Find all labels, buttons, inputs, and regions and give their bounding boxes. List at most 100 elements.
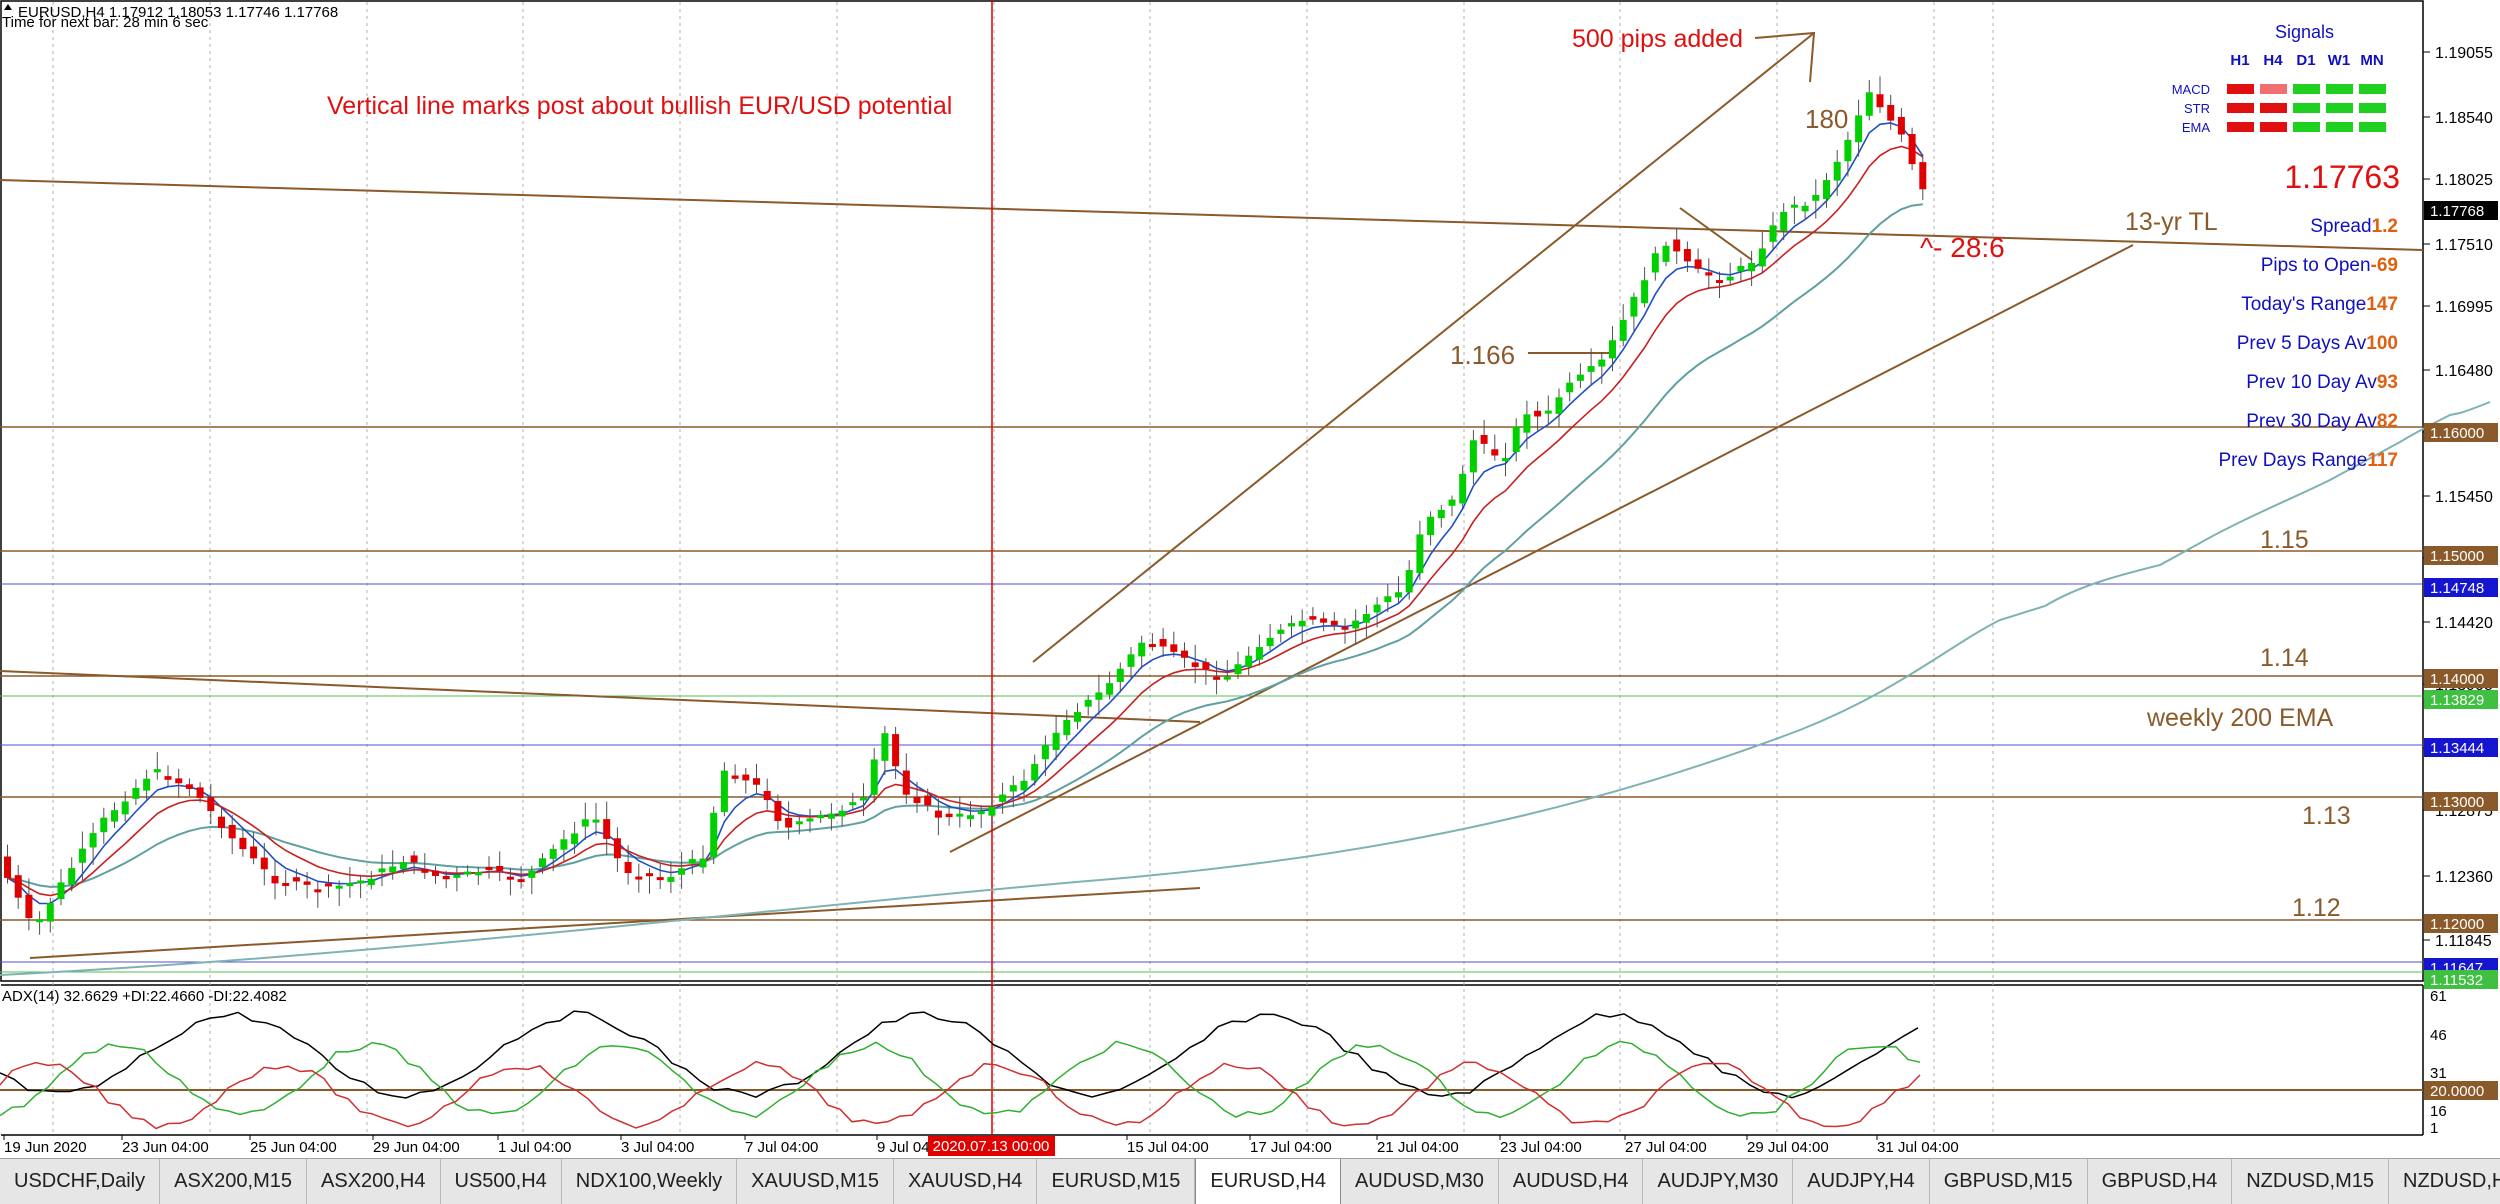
adx-tick: 61 <box>2430 988 2447 1005</box>
time-label: 17 Jul 04:00 <box>1250 1139 1332 1156</box>
time-label: 21 Jul 04:00 <box>1377 1139 1459 1156</box>
price-tick: 1.18540 <box>2435 110 2493 127</box>
tab-asx200-h4[interactable]: ASX200,H4 <box>307 1159 441 1204</box>
tab-usdchf-daily[interactable]: USDCHF,Daily <box>0 1159 161 1204</box>
signal-tf-w1: W1 <box>2328 52 2351 69</box>
level-box <box>2424 914 2498 933</box>
level-112-note: 1.12 <box>2292 894 2341 922</box>
channel-lower-line <box>949 244 2134 853</box>
price-tick: 1.19055 <box>2435 45 2493 62</box>
level-box-text: 1.15000 <box>2430 548 2484 565</box>
signal-cell <box>2260 84 2287 94</box>
price-tick: 1.18025 <box>2435 172 2493 189</box>
time-label: 31 Jul 04:00 <box>1877 1139 1959 1156</box>
time-label: 19 Jun 2020 <box>4 1139 87 1156</box>
time-label: 7 Jul 04:00 <box>745 1139 818 1156</box>
tab-eurusd-h4[interactable]: EURUSD,H4 <box>1195 1159 1341 1204</box>
adx-pane <box>0 1010 2423 1130</box>
trend-lines <box>0 31 2424 959</box>
signal-cell <box>2326 122 2353 132</box>
signal-cell <box>2359 122 2386 132</box>
adx-labels: ADX(14) 32.6629 +DI:22.4660 -DI:22.4082 … <box>2 988 2498 1137</box>
level-box-text: 1.13444 <box>2430 740 2484 757</box>
n180-note: 180 <box>1805 104 1848 134</box>
level-box-text: 1.12000 <box>2430 916 2484 933</box>
signal-cell <box>2227 103 2254 113</box>
level-box <box>2424 578 2498 597</box>
level-box <box>2424 792 2498 811</box>
horizontal-levels <box>0 426 2423 973</box>
tab-ndx100-weekly[interactable]: NDX100,Weekly <box>562 1159 738 1204</box>
level-box-text: 1.11532 <box>2430 972 2483 989</box>
level-box <box>2424 546 2498 565</box>
weekly-ema-note: weekly 200 EMA <box>2146 704 2334 732</box>
adx-tick: 31 <box>2430 1065 2447 1082</box>
tab-gbpusd-m15[interactable]: GBPUSD,M15 <box>1930 1159 2088 1204</box>
signal-cell <box>2260 122 2287 132</box>
level-113-note: 1.13 <box>2302 802 2351 830</box>
info-row: Today's Range147 <box>2241 294 2398 315</box>
info-row: Prev Days Range117 <box>2218 450 2398 471</box>
current-price: 1.17763 <box>2284 159 2400 195</box>
info-row: Prev 10 Day Av93 <box>2246 372 2398 393</box>
time-label: 15 Jul 04:00 <box>1127 1139 1209 1156</box>
main-pane-frame <box>0 0 2424 982</box>
level-box-text: 1.14000 <box>2430 671 2484 688</box>
pips-added-note: 500 pips added <box>1572 25 1743 53</box>
pips-arrow <box>1754 31 1816 83</box>
level-box <box>2424 669 2498 688</box>
tab-xauusd-h4[interactable]: XAUUSD,H4 <box>894 1159 1038 1204</box>
time-axis: 19 Jun 2020 23 Jun 04:00 25 Jun 04:00 29 Ju… <box>3 1135 1959 1156</box>
tab-nzdusd-m15[interactable]: NZDUSD,M15 <box>2232 1159 2390 1204</box>
tab-audjpy-h4[interactable]: AUDJPY,H4 <box>1793 1159 1930 1204</box>
info-row: Spread1.2 <box>2310 216 2398 237</box>
time-label: 29 Jul 04:00 <box>1747 1139 1829 1156</box>
tab-asx200-m15[interactable]: ASX200,M15 <box>160 1159 307 1204</box>
time-label: 1 Jul 04:00 <box>498 1139 571 1156</box>
price-tick: 1.17510 <box>2435 237 2493 254</box>
signal-cell <box>2293 103 2320 113</box>
candlesticks <box>4 76 1927 935</box>
ema-fast-line <box>7 122 1924 905</box>
adx-level-box: 20.0000 <box>2430 1083 2484 1100</box>
price-chart[interactable]: EURUSD,H4 1.17912 1.18053 1.17746 1.1776… <box>0 0 2500 1158</box>
tab-us500-h4[interactable]: US500,H4 <box>441 1159 562 1204</box>
time-label: 29 Jun 04:00 <box>373 1139 460 1156</box>
tab-eurusd-m15[interactable]: EURUSD,M15 <box>1037 1159 1196 1204</box>
price-level-boxes: 1.17768 1.16000 1.15000 1.14748 1.14000 1.138… <box>2424 201 2498 989</box>
drop-note: ^- 28:6 <box>1920 232 2005 263</box>
signal-row-macd: MACD <box>2172 82 2210 97</box>
adx-tick: 1 <box>2430 1120 2438 1137</box>
signal-tf-mn: MN <box>2360 52 2383 69</box>
chart-header: EURUSD,H4 1.17912 1.18053 1.17746 1.1776… <box>2 4 338 31</box>
level-box <box>2424 690 2498 709</box>
level-box <box>2424 201 2498 220</box>
level-box-text: 1.14748 <box>2430 580 2484 597</box>
signal-cell <box>2260 103 2287 113</box>
level-114-note: 1.14 <box>2260 644 2309 672</box>
chart-tabs-bar: USDCHF,Daily ASX200,M15 ASX200,H4 US500,H4 N… <box>0 1158 2500 1204</box>
falling-trendline <box>0 670 1201 723</box>
tab-audjpy-m30[interactable]: AUDJPY,M30 <box>1643 1159 1794 1204</box>
tab-audusd-h4[interactable]: AUDUSD,H4 <box>1499 1159 1644 1204</box>
tab-audusd-m30[interactable]: AUDUSD,M30 <box>1341 1159 1499 1204</box>
info-panel: 1.17763 Spread1.2 Pips to Open-69 Today's … <box>2218 159 2400 471</box>
signal-cell <box>2359 103 2386 113</box>
signal-cell <box>2227 122 2254 132</box>
signal-cell <box>2326 84 2353 94</box>
level-box <box>2424 738 2498 757</box>
tab-xauusd-m15[interactable]: XAUUSD,M15 <box>737 1159 894 1204</box>
13yr-tl-note: 13-yr TL <box>2125 208 2218 236</box>
ema-long-line <box>7 203 1923 888</box>
tab-gbpusd-h4[interactable]: GBPUSD,H4 <box>2088 1159 2233 1204</box>
time-label: 23 Jun 04:00 <box>122 1139 209 1156</box>
signals-title: Signals <box>2275 22 2334 42</box>
info-row: Pips to Open-69 <box>2261 255 2398 276</box>
signal-tf-h1: H1 <box>2230 52 2249 69</box>
time-marker: 2020.07.13 00:00 <box>933 1138 1050 1155</box>
level-box <box>2424 423 2498 442</box>
tab-nzdusd-h4[interactable]: NZDUSD,H4 <box>2389 1159 2500 1204</box>
signal-cell <box>2359 84 2386 94</box>
signal-cell <box>2293 122 2320 132</box>
rising-support-line <box>29 887 1201 959</box>
